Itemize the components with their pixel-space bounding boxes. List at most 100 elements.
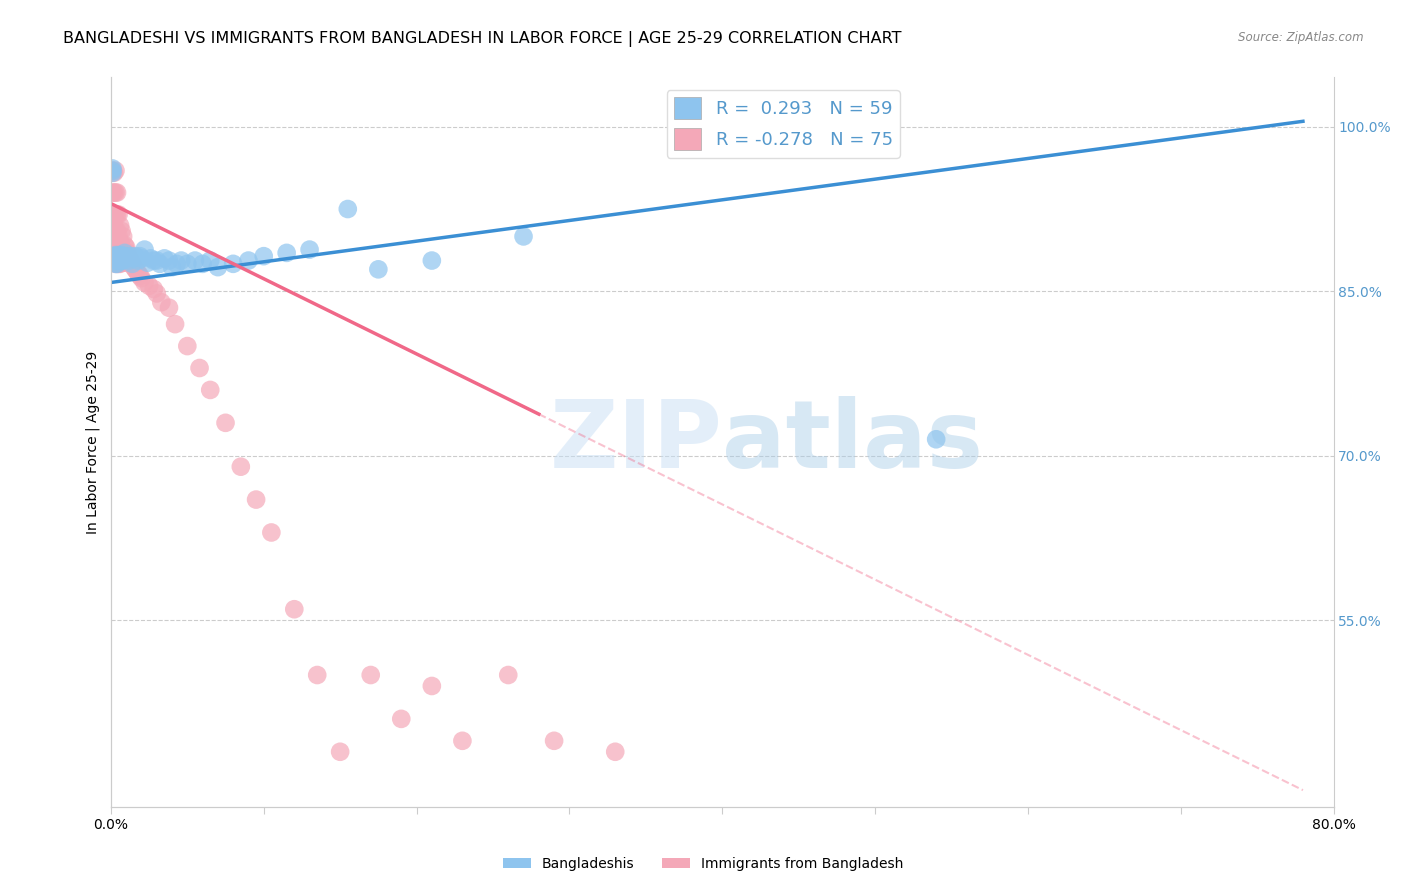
Point: [157, 253, 180, 268]
Point: [105, 257, 128, 271]
Point: [104, 163, 127, 178]
Point: [112, 256, 135, 270]
Point: [120, 249, 142, 263]
Point: [118, 253, 141, 268]
Point: [238, 253, 260, 268]
Point: [139, 252, 162, 266]
Point: [166, 257, 188, 271]
Point: [122, 260, 145, 274]
Point: [184, 253, 207, 268]
Point: [105, 207, 128, 221]
Point: [104, 257, 127, 271]
Point: [107, 248, 129, 262]
Point: [105, 249, 128, 263]
Point: [127, 267, 149, 281]
Point: [245, 492, 267, 507]
Point: [104, 248, 127, 262]
Point: [188, 361, 211, 376]
Point: [107, 253, 129, 268]
Point: [122, 252, 145, 266]
Point: [131, 271, 153, 285]
Point: [101, 161, 124, 176]
Point: [145, 253, 167, 268]
Point: [101, 163, 124, 178]
Point: [543, 734, 565, 748]
Point: [283, 602, 305, 616]
Point: [150, 295, 173, 310]
Point: [108, 257, 131, 271]
Point: [117, 252, 139, 266]
Point: [112, 245, 135, 260]
Point: [176, 339, 198, 353]
Point: [229, 459, 252, 474]
Point: [105, 257, 128, 271]
Point: [110, 248, 132, 262]
Point: [114, 252, 136, 266]
Point: [298, 243, 321, 257]
Point: [110, 240, 132, 254]
Point: [108, 252, 131, 266]
Point: [103, 229, 125, 244]
Point: [101, 229, 124, 244]
Point: [101, 186, 124, 200]
Point: [104, 207, 127, 221]
Point: [336, 202, 359, 216]
Point: [153, 252, 176, 266]
Point: [104, 252, 127, 266]
Point: [105, 253, 128, 268]
Point: [104, 253, 127, 268]
Point: [157, 301, 180, 315]
Point: [105, 224, 128, 238]
Point: [129, 268, 152, 283]
Point: [108, 219, 131, 233]
Y-axis label: In Labor Force | Age 25-29: In Labor Force | Age 25-29: [86, 351, 100, 533]
Point: [104, 186, 127, 200]
Point: [107, 248, 129, 262]
Point: [105, 186, 128, 200]
Point: [149, 257, 172, 271]
Text: BANGLADESHI VS IMMIGRANTS FROM BANGLADESH IN LABOR FORCE | AGE 25-29 CORRELATION: BANGLADESHI VS IMMIGRANTS FROM BANGLADES…: [63, 31, 901, 47]
Point: [108, 248, 131, 262]
Point: [124, 262, 146, 277]
Point: [112, 253, 135, 268]
Point: [360, 668, 382, 682]
Point: [103, 186, 125, 200]
Point: [103, 249, 125, 263]
Point: [101, 163, 124, 178]
Point: [129, 249, 152, 263]
Point: [114, 245, 136, 260]
Text: Source: ZipAtlas.com: Source: ZipAtlas.com: [1239, 31, 1364, 45]
Point: [389, 712, 412, 726]
Point: [101, 207, 124, 221]
Point: [605, 745, 627, 759]
Point: [110, 253, 132, 268]
Point: [496, 668, 519, 682]
Point: [115, 240, 138, 254]
Point: [110, 224, 132, 238]
Point: [108, 249, 131, 263]
Point: [110, 253, 132, 268]
Point: [108, 235, 131, 249]
Point: [367, 262, 389, 277]
Text: ZIP: ZIP: [550, 396, 723, 488]
Point: [160, 260, 183, 274]
Point: [107, 252, 129, 266]
Point: [115, 253, 138, 268]
Point: [131, 252, 153, 266]
Point: [512, 229, 534, 244]
Point: [200, 253, 222, 268]
Point: [120, 253, 142, 268]
Point: [101, 166, 124, 180]
Point: [107, 229, 129, 244]
Point: [145, 286, 167, 301]
Point: [200, 383, 222, 397]
Point: [103, 252, 125, 266]
Point: [117, 245, 139, 260]
Point: [121, 257, 143, 271]
Point: [104, 257, 127, 271]
Point: [207, 260, 229, 274]
Point: [103, 219, 125, 233]
Point: [307, 668, 329, 682]
Point: [142, 253, 165, 268]
Point: [107, 207, 129, 221]
